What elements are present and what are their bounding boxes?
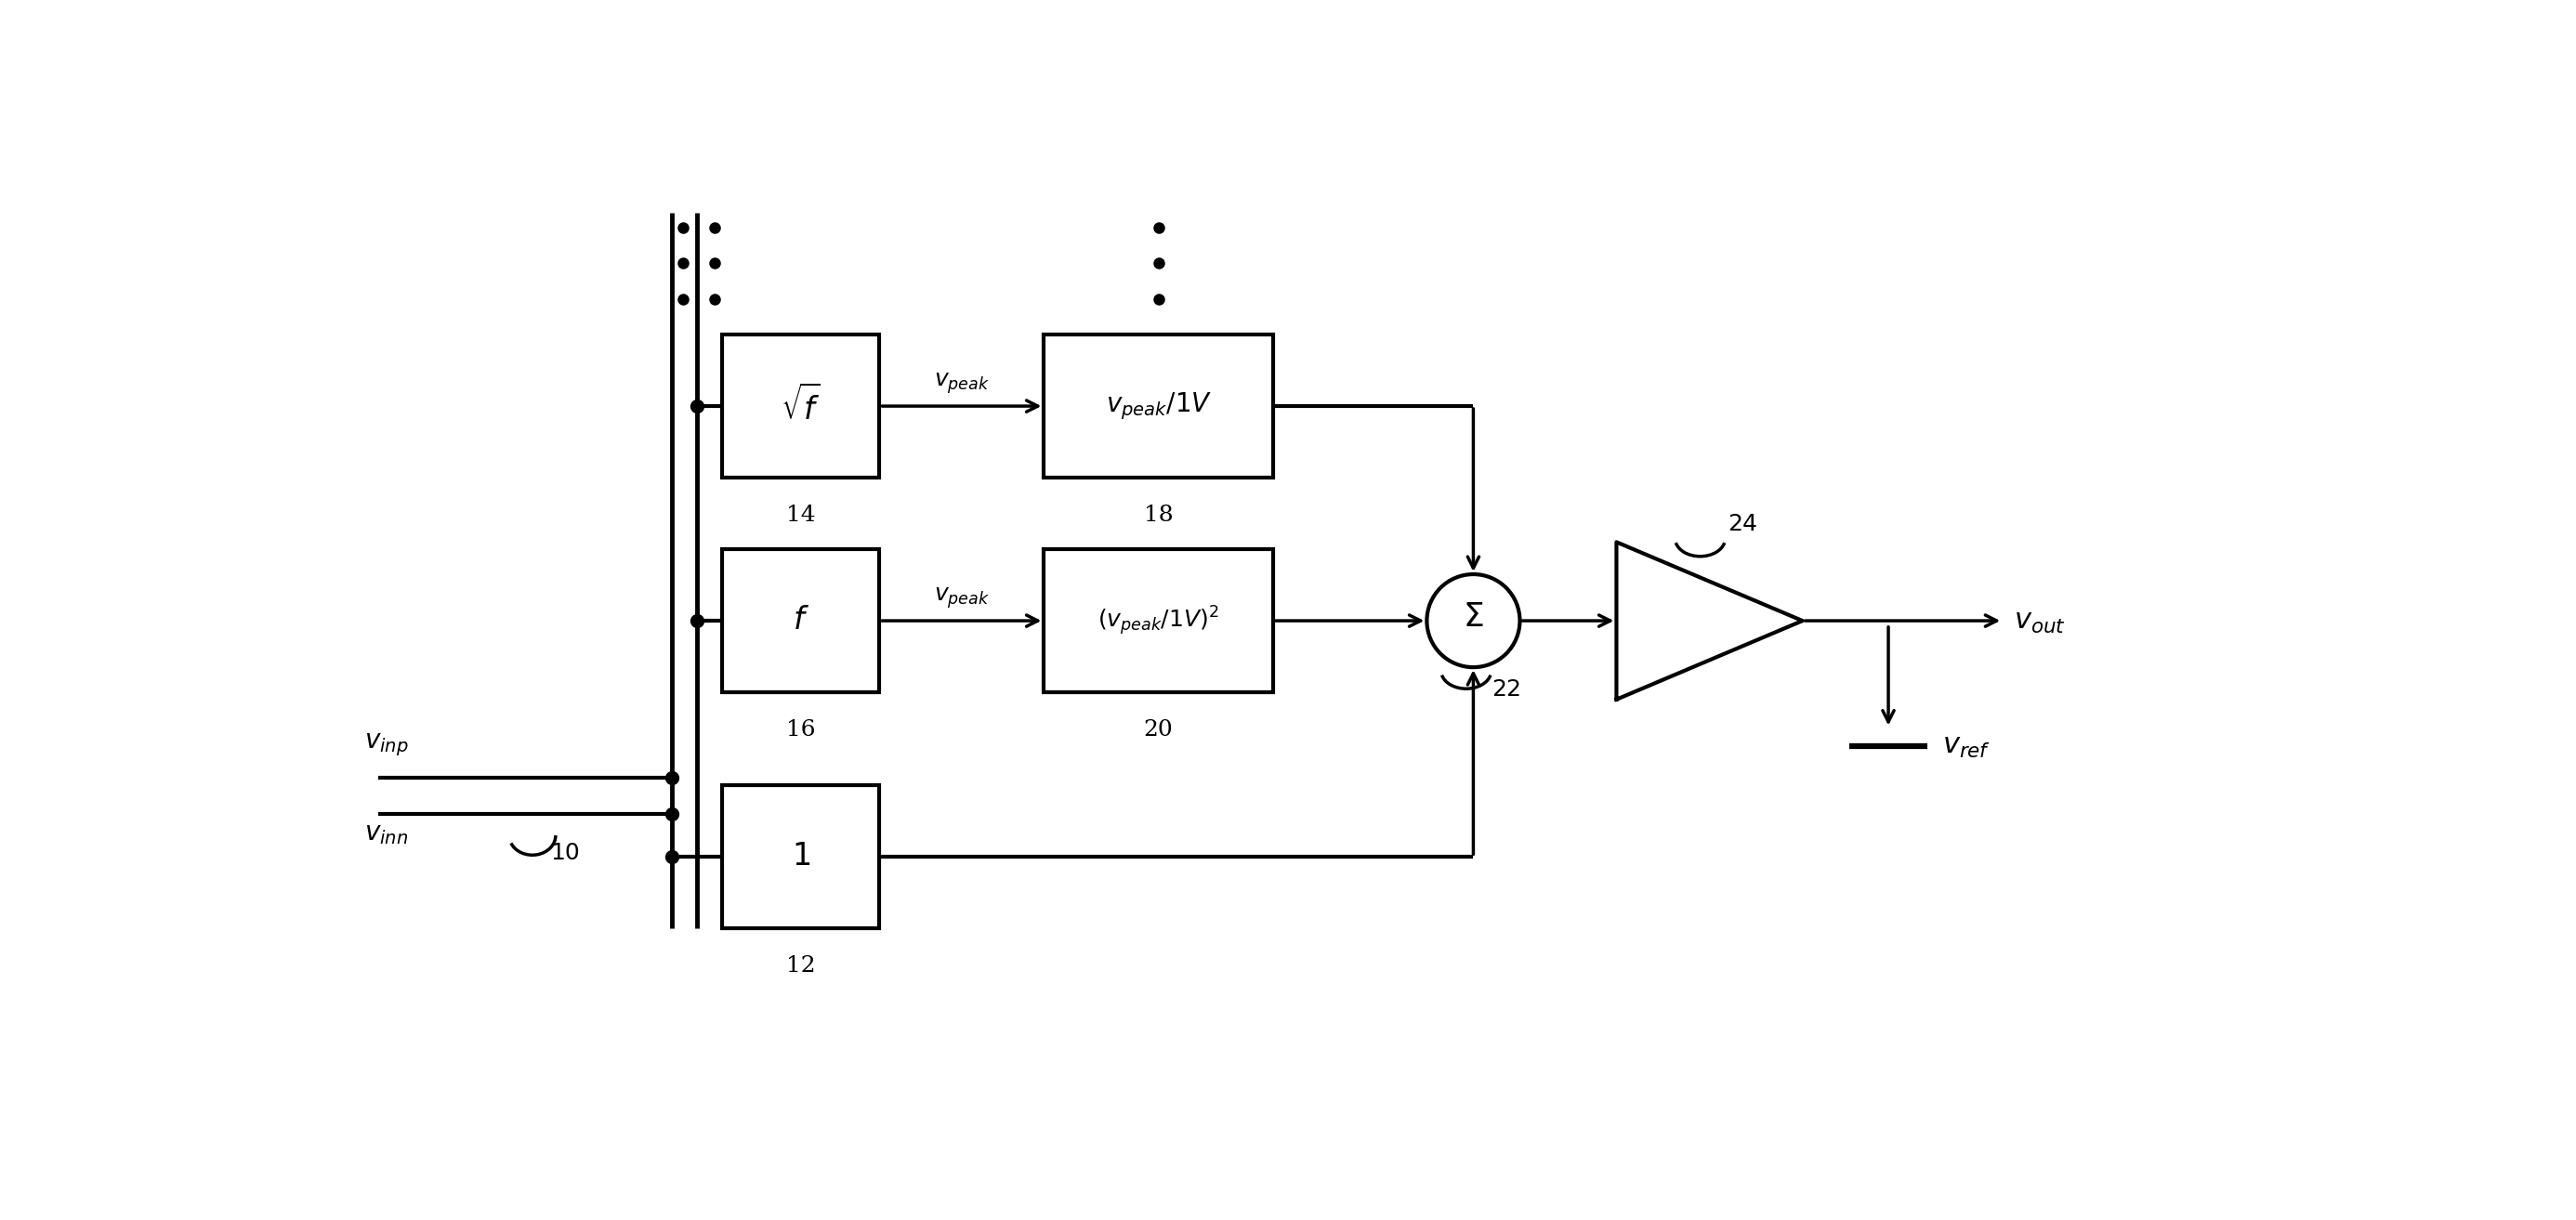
Text: $v_{peak}$: $v_{peak}$ <box>933 371 989 395</box>
Bar <box>721 549 878 692</box>
Text: 14: 14 <box>786 505 817 526</box>
Text: $v_{inn}$: $v_{inn}$ <box>363 821 407 847</box>
Text: 18: 18 <box>1144 505 1172 526</box>
Bar <box>721 334 878 478</box>
Text: 20: 20 <box>1144 720 1172 741</box>
Bar <box>1043 549 1273 692</box>
Text: 16: 16 <box>786 720 817 741</box>
Text: $\Sigma$: $\Sigma$ <box>1463 601 1484 633</box>
Text: 22: 22 <box>1492 678 1520 700</box>
Text: $v_{ref}$: $v_{ref}$ <box>1942 732 1991 760</box>
Text: 12: 12 <box>786 955 817 977</box>
Text: $v_{out}$: $v_{out}$ <box>2014 606 2066 636</box>
Bar <box>1043 334 1273 478</box>
Text: $v_{peak}/1V$: $v_{peak}/1V$ <box>1105 390 1211 422</box>
Text: $(v_{peak}/1V)^2$: $(v_{peak}/1V)^2$ <box>1097 604 1218 637</box>
Text: $v_{peak}$: $v_{peak}$ <box>933 586 989 610</box>
Text: 24: 24 <box>1728 512 1757 534</box>
Text: $f$: $f$ <box>793 606 809 636</box>
Bar <box>721 786 878 928</box>
Text: 10: 10 <box>551 842 580 865</box>
Text: $1$: $1$ <box>791 842 809 872</box>
Text: $v_{inp}$: $v_{inp}$ <box>363 732 410 758</box>
Text: $\sqrt{f}$: $\sqrt{f}$ <box>781 386 822 427</box>
